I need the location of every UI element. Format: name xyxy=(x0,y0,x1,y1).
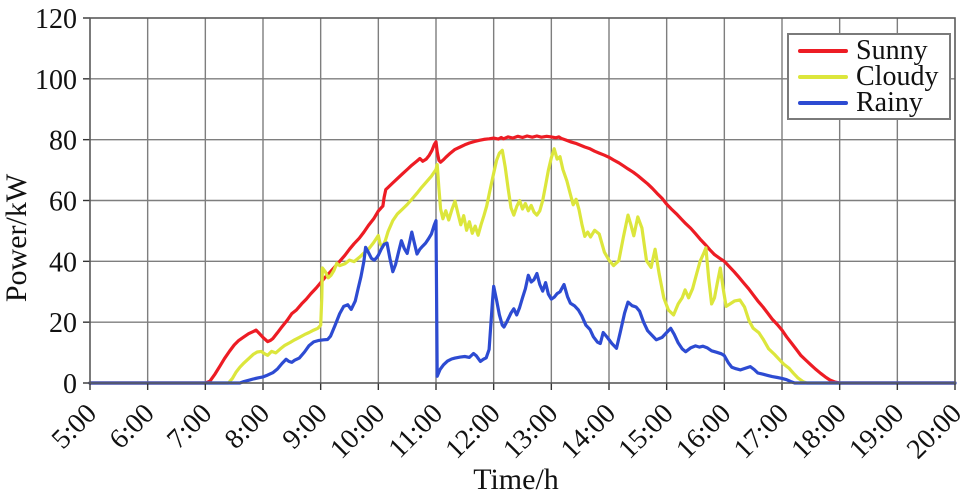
series-layer xyxy=(88,134,957,385)
x-axis-title: Time/h xyxy=(473,463,559,496)
svg-text:120: 120 xyxy=(35,4,77,35)
svg-text:13:00: 13:00 xyxy=(497,398,564,465)
svg-text:9:00: 9:00 xyxy=(276,398,333,455)
cloudy-line-sample-icon xyxy=(798,75,848,79)
svg-text:0: 0 xyxy=(63,369,77,400)
rainy-line-sample-icon xyxy=(798,101,848,105)
svg-text:6:00: 6:00 xyxy=(103,398,160,455)
svg-text:5:00: 5:00 xyxy=(46,398,103,455)
svg-text:7:00: 7:00 xyxy=(161,398,218,455)
legend-label-sunny: Sunny xyxy=(856,35,928,66)
sunny-line-sample-icon xyxy=(798,49,848,53)
y-axis-title: Power/kW xyxy=(0,173,33,302)
legend: Sunny Cloudy Rainy xyxy=(787,33,951,120)
legend-item-rainy: Rainy xyxy=(798,87,947,118)
svg-text:20: 20 xyxy=(49,308,77,339)
svg-text:40: 40 xyxy=(49,247,77,278)
svg-text:80: 80 xyxy=(49,126,77,157)
svg-text:15:00: 15:00 xyxy=(613,398,680,465)
svg-text:14:00: 14:00 xyxy=(555,398,622,465)
svg-text:18:00: 18:00 xyxy=(786,398,853,465)
svg-text:19:00: 19:00 xyxy=(843,398,910,465)
legend-item-sunny: Sunny xyxy=(798,35,947,66)
svg-text:10:00: 10:00 xyxy=(324,398,391,465)
grid-layer xyxy=(90,18,955,383)
svg-text:17:00: 17:00 xyxy=(728,398,795,465)
legend-label-rainy: Rainy xyxy=(856,87,923,118)
svg-text:8:00: 8:00 xyxy=(219,398,276,455)
svg-text:11:00: 11:00 xyxy=(383,398,449,464)
svg-text:12:00: 12:00 xyxy=(440,398,507,465)
svg-text:20:00: 20:00 xyxy=(901,398,968,465)
svg-text:16:00: 16:00 xyxy=(670,398,737,465)
legend-item-cloudy: Cloudy xyxy=(798,61,947,92)
svg-text:100: 100 xyxy=(35,65,77,96)
legend-label-cloudy: Cloudy xyxy=(856,61,939,92)
svg-text:60: 60 xyxy=(49,187,77,218)
